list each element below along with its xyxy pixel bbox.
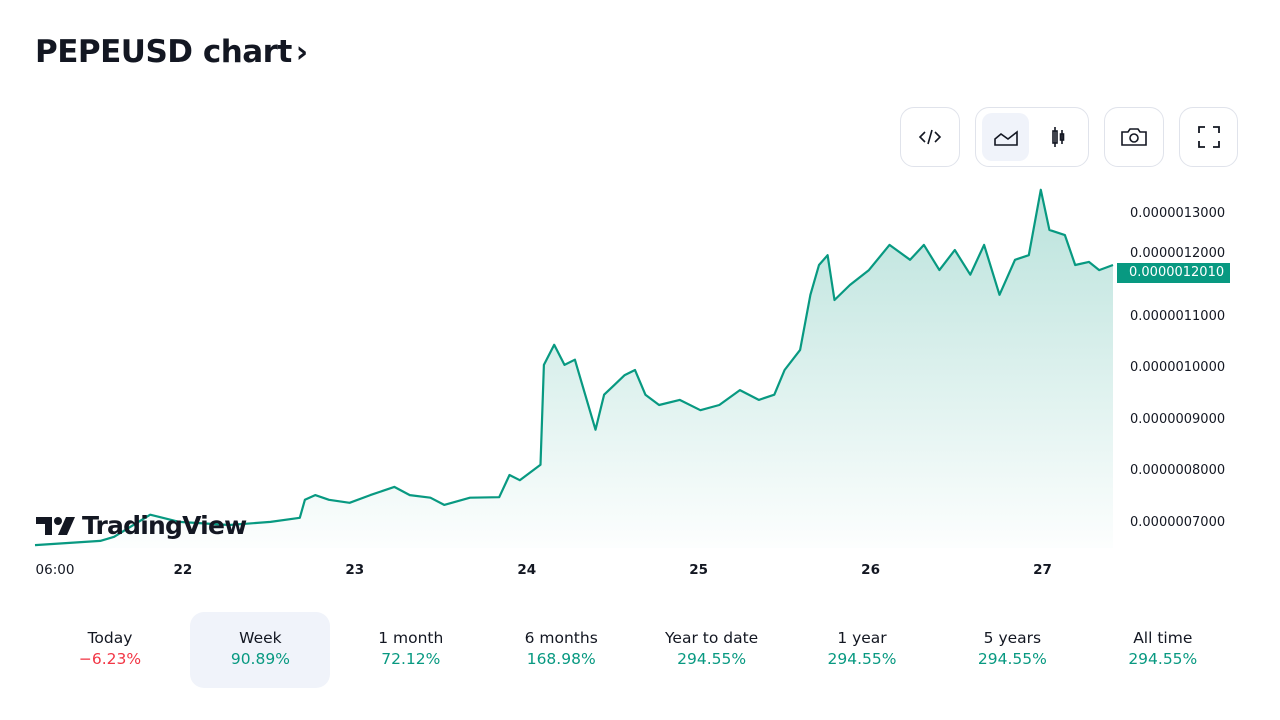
period-tab-today[interactable]: Today −6.23% — [40, 612, 180, 688]
screenshot-button[interactable] — [1104, 107, 1164, 167]
embed-code-icon — [918, 129, 942, 145]
period-change: 168.98% — [526, 650, 596, 668]
period-change: 294.55% — [1128, 650, 1198, 668]
logo-text: TradingView — [82, 511, 247, 540]
price-line — [34, 188, 1114, 547]
tradingview-logo-icon — [36, 516, 75, 535]
y-tick-label: 0.0000012000 — [1130, 246, 1226, 261]
candlestick-chart-icon — [1051, 127, 1064, 147]
period-tab-year-to-date[interactable]: Year to date 294.55% — [642, 612, 782, 688]
x-tick-label: 26 — [861, 562, 880, 578]
period-label: All time — [1133, 629, 1193, 647]
period-tab-6-months[interactable]: 6 months 168.98% — [491, 612, 631, 688]
period-tab-all-time[interactable]: All time 294.55% — [1093, 612, 1233, 688]
fullscreen-button[interactable] — [1179, 107, 1238, 167]
period-change: 294.55% — [677, 650, 747, 668]
period-change: 90.89% — [230, 650, 290, 668]
period-change: −6.23% — [78, 650, 142, 668]
period-label: 6 months — [524, 629, 598, 647]
x-tick-label: 25 — [689, 562, 709, 578]
chart-type-group — [975, 107, 1089, 167]
period-tab-1-month[interactable]: 1 month 72.12% — [341, 612, 481, 688]
camera-icon — [1121, 128, 1147, 146]
period-change: 72.12% — [381, 650, 441, 668]
last-price-tag: 0.0000012010 — [1117, 263, 1230, 283]
candlestick-chart-button[interactable] — [1035, 113, 1082, 161]
period-label: 5 years — [983, 629, 1042, 647]
embed-button[interactable] — [900, 107, 960, 167]
fullscreen-icon — [1197, 126, 1220, 148]
y-tick-label: 0.0000009000 — [1130, 411, 1226, 427]
period-label: 1 year — [837, 629, 887, 647]
period-label: Today — [87, 629, 133, 647]
period-label: 1 month — [378, 629, 444, 647]
price-area-fill — [35, 189, 1113, 549]
period-tab-1-year[interactable]: 1 year 294.55% — [792, 612, 932, 688]
period-tab-5-years[interactable]: 5 years 294.55% — [942, 612, 1082, 688]
page-title[interactable]: PEPEUSD chart › — [35, 34, 308, 70]
x-tick-label: 06:00 — [35, 562, 75, 578]
area-chart-icon — [993, 130, 1018, 146]
chevron-right-icon: › — [295, 35, 308, 70]
x-tick-label: 23 — [345, 562, 365, 578]
y-tick-label: 0.0000007000 — [1130, 514, 1226, 530]
y-tick-label: 0.0000011000 — [1130, 308, 1226, 324]
y-tick-label: 0.0000010000 — [1130, 360, 1226, 376]
period-label: Week — [239, 629, 282, 647]
y-tick-label: 0.0000008000 — [1130, 463, 1226, 479]
period-change: 294.55% — [827, 650, 897, 668]
y-tick-label: 0.0000013000 — [1130, 205, 1226, 221]
period-change: 294.55% — [977, 650, 1047, 668]
period-label: Year to date — [665, 629, 759, 647]
period-tab-week[interactable]: Week 90.89% — [190, 612, 331, 688]
title-text: PEPEUSD chart — [35, 34, 292, 70]
x-tick-label: 22 — [173, 562, 193, 578]
x-tick-label: 24 — [517, 562, 537, 578]
x-tick-label: 27 — [1033, 562, 1052, 578]
tradingview-logo[interactable]: TradingView — [36, 511, 247, 540]
area-chart-button[interactable] — [982, 113, 1029, 161]
